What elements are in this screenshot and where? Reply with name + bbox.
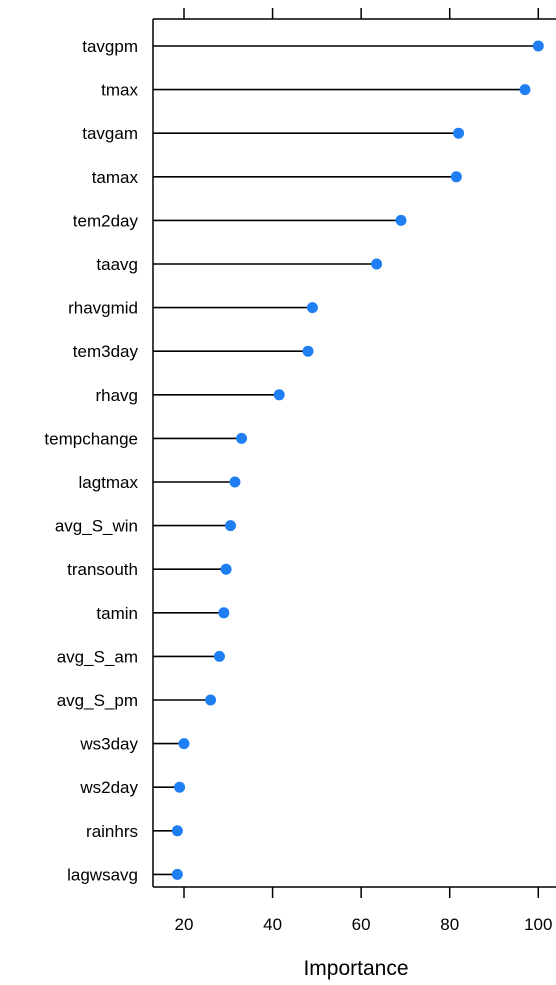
x-tick-label-40: 40 <box>263 915 282 934</box>
point-lagwsavg <box>171 868 183 880</box>
point-avg_S_pm <box>205 694 217 706</box>
point-ws3day <box>178 738 190 750</box>
category-label-tempchange: tempchange <box>44 429 138 448</box>
point-tmax <box>519 84 531 96</box>
plot-frame <box>152 18 556 888</box>
x-tick-label-80: 80 <box>440 915 459 934</box>
category-label-tavgam: tavgam <box>82 124 138 143</box>
point-tem2day <box>395 214 407 226</box>
category-label-tavgpm: tavgpm <box>82 37 138 56</box>
category-label-rhavgmid: rhavgmid <box>68 299 138 318</box>
category-label-tem2day: tem2day <box>73 211 139 230</box>
category-label-tamin: tamin <box>96 604 138 623</box>
category-label-transouth: transouth <box>67 560 138 579</box>
point-rhavg <box>273 389 285 401</box>
point-avg_S_am <box>213 650 225 662</box>
category-label-lagwsavg: lagwsavg <box>67 865 138 884</box>
category-label-tamax: tamax <box>92 168 139 187</box>
category-label-rhavg: rhavg <box>95 386 138 405</box>
lollipop-points <box>171 40 544 880</box>
x-tick-label-20: 20 <box>175 915 194 934</box>
category-label-lagtmax: lagtmax <box>78 473 138 492</box>
point-rhavgmid <box>306 302 318 314</box>
point-rainhrs <box>171 825 183 837</box>
x-axis-title: Importance <box>303 957 408 980</box>
category-label-taavg: taavg <box>96 255 138 274</box>
point-transouth <box>220 563 232 575</box>
point-tem3day <box>302 345 314 357</box>
point-avg_S_win <box>225 520 236 532</box>
x-tick-label-100: 100 <box>524 915 552 934</box>
point-tavgam <box>453 127 465 139</box>
point-tempchange <box>236 432 248 444</box>
category-label-tmax: tmax <box>101 81 138 100</box>
point-tavgpm <box>532 40 544 52</box>
category-label-avg_S_am: avg_S_am <box>57 647 138 666</box>
x-axis-ticks: 20 40 60 80 100 <box>175 8 552 934</box>
point-ws2day <box>174 781 186 793</box>
lollipop-segments <box>153 45 539 876</box>
point-lagtmax <box>229 476 241 488</box>
category-labels: tavgpm tmax tavgam tamax tem2day taavg rhavgmi… <box>44 37 138 884</box>
category-label-avg_S_pm: avg_S_pm <box>57 691 138 710</box>
category-label-tem3day: tem3day <box>73 342 139 361</box>
x-tick-label-60: 60 <box>352 915 371 934</box>
category-label-avg_S_win: avg_S_win <box>55 517 138 536</box>
point-tamin <box>218 607 230 619</box>
point-taavg <box>371 258 383 270</box>
point-tamax <box>450 171 462 183</box>
category-label-rainhrs: rainhrs <box>86 822 138 841</box>
category-label-ws2day: ws2day <box>79 778 138 797</box>
category-label-ws3day: ws3day <box>79 735 138 754</box>
